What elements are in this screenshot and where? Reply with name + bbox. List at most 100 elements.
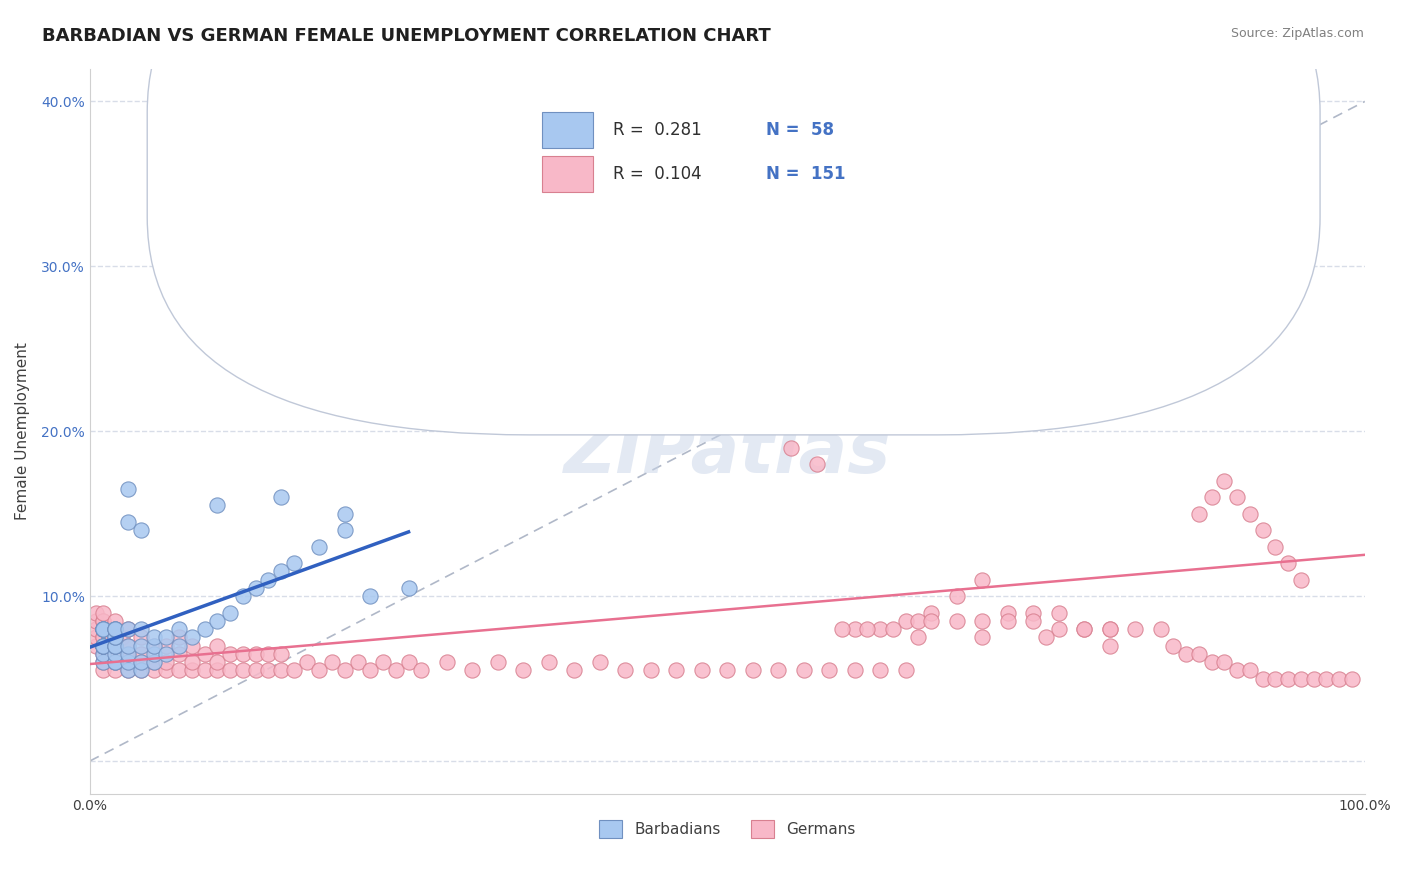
Point	[997, 614, 1019, 628]
Point	[167, 664, 190, 678]
Point	[1264, 672, 1286, 686]
Point	[945, 614, 967, 628]
Point	[84, 606, 107, 620]
Point	[104, 622, 127, 636]
Point	[91, 631, 114, 645]
Point	[232, 647, 254, 661]
Point	[1098, 622, 1121, 636]
Point	[129, 639, 152, 653]
Point	[104, 639, 127, 653]
Point	[1264, 540, 1286, 554]
Bar	[543, 112, 593, 148]
Text: BARBADIAN VS GERMAN FEMALE UNEMPLOYMENT CORRELATION CHART: BARBADIAN VS GERMAN FEMALE UNEMPLOYMENT …	[42, 27, 770, 45]
Point	[257, 647, 280, 661]
Point	[1239, 664, 1261, 678]
Point	[1327, 672, 1350, 686]
Point	[104, 622, 127, 636]
Point	[142, 639, 165, 653]
Text: N =  151: N = 151	[765, 165, 845, 183]
Point	[665, 664, 688, 678]
Point	[207, 655, 229, 669]
Point	[91, 639, 114, 653]
Text: Source: ZipAtlas.com: Source: ZipAtlas.com	[1230, 27, 1364, 40]
Point	[1213, 276, 1236, 290]
Point	[844, 359, 866, 373]
Point	[716, 664, 738, 678]
Point	[920, 614, 942, 628]
Point	[167, 631, 190, 645]
Point	[117, 515, 139, 529]
Point	[1175, 647, 1198, 661]
Point	[91, 622, 114, 636]
Text: R =  0.104: R = 0.104	[613, 165, 702, 183]
Point	[98, 647, 121, 661]
Point	[219, 647, 242, 661]
Point	[768, 664, 790, 678]
Point	[194, 664, 217, 678]
Point	[1239, 309, 1261, 323]
Point	[91, 606, 114, 620]
Point	[117, 647, 139, 661]
Point	[1277, 672, 1299, 686]
Text: N =  58: N = 58	[765, 121, 834, 139]
Point	[1022, 606, 1045, 620]
Point	[1047, 622, 1070, 636]
Point	[997, 606, 1019, 620]
Point	[945, 589, 967, 603]
Point	[84, 639, 107, 653]
Point	[1188, 507, 1211, 521]
Point	[232, 664, 254, 678]
Point	[91, 614, 114, 628]
Point	[167, 647, 190, 661]
Point	[104, 647, 127, 661]
Point	[308, 664, 330, 678]
Point	[614, 664, 637, 678]
Point	[91, 639, 114, 653]
Point	[104, 647, 127, 661]
Point	[972, 573, 994, 587]
Point	[1239, 507, 1261, 521]
Point	[142, 639, 165, 653]
Point	[104, 655, 127, 669]
Point	[207, 499, 229, 513]
Point	[894, 614, 917, 628]
Point	[1098, 622, 1121, 636]
Point	[232, 589, 254, 603]
Point	[91, 647, 114, 661]
Point	[207, 639, 229, 653]
Point	[245, 647, 267, 661]
Point	[219, 664, 242, 678]
Point	[283, 556, 305, 570]
Point	[690, 664, 713, 678]
Legend: Barbadians, Germans: Barbadians, Germans	[593, 814, 862, 845]
Point	[1226, 490, 1249, 504]
Point	[155, 655, 177, 669]
Point	[117, 664, 139, 678]
Point	[129, 647, 152, 661]
Point	[207, 614, 229, 628]
Point	[398, 581, 420, 595]
Point	[91, 639, 114, 653]
Point	[882, 622, 904, 636]
Point	[1098, 639, 1121, 653]
Point	[1315, 672, 1337, 686]
Point	[270, 565, 292, 579]
Point	[111, 631, 134, 645]
Point	[1163, 210, 1185, 224]
Point	[207, 664, 229, 678]
Point	[844, 622, 866, 636]
Point	[907, 631, 929, 645]
Point	[194, 622, 217, 636]
Point	[869, 664, 891, 678]
Point	[142, 647, 165, 661]
Point	[155, 664, 177, 678]
Point	[91, 622, 114, 636]
Point	[1188, 243, 1211, 257]
Point	[104, 639, 127, 653]
Point	[1277, 556, 1299, 570]
Point	[91, 639, 114, 653]
Point	[333, 664, 356, 678]
Point	[1163, 639, 1185, 653]
Point	[1123, 622, 1146, 636]
Point	[104, 631, 127, 645]
